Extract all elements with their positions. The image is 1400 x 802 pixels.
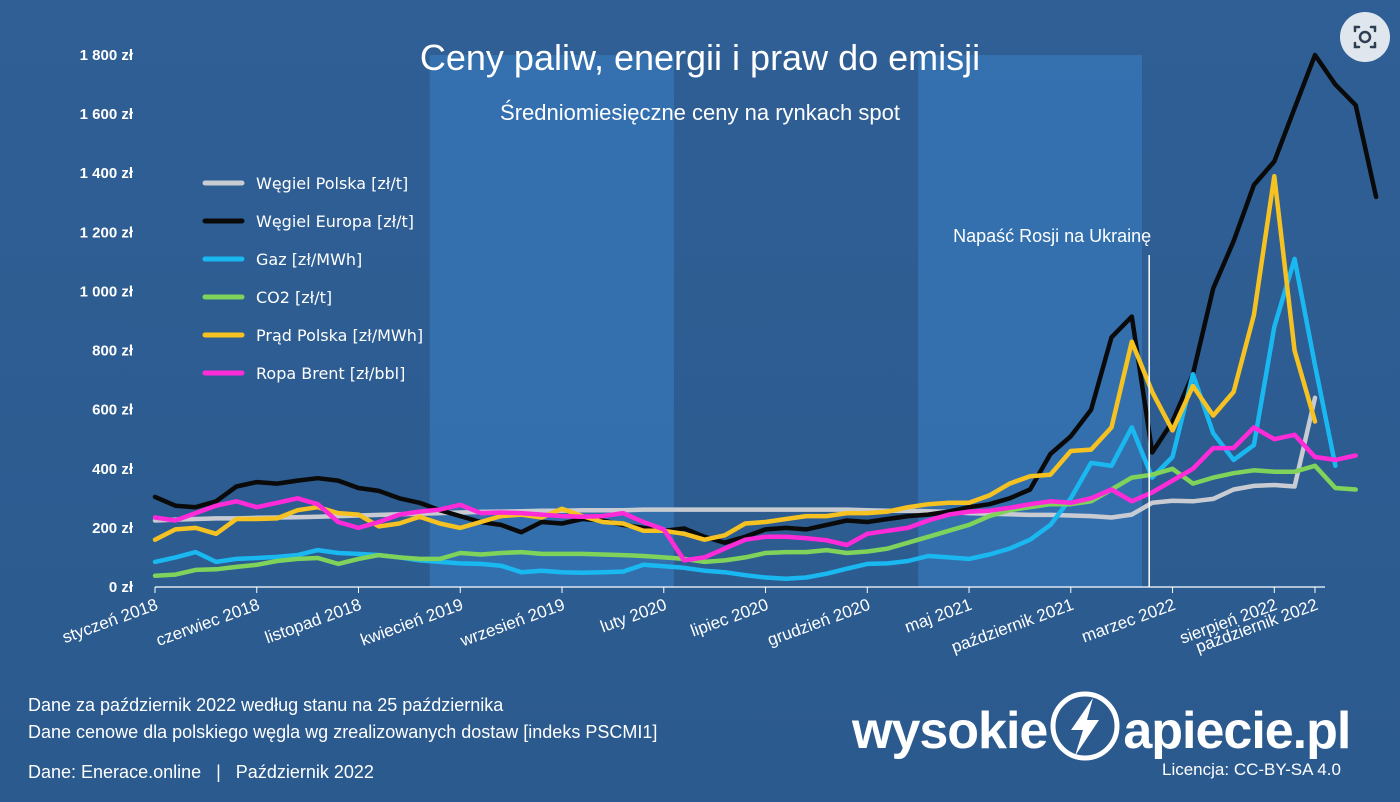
legend-label: Prąd Polska [zł/MWh] — [256, 326, 423, 345]
legend-label: CO2 [zł/t] — [256, 288, 332, 307]
legend-label: Węgiel Polska [zł/t] — [256, 174, 408, 193]
annotation-text: Napaść Rosji na Ukrainę — [953, 226, 1151, 246]
chart-subtitle: Średniomiesięczne ceny na rynkach spot — [500, 100, 900, 125]
y-tick-label: 400 zł — [92, 461, 134, 478]
x-tick-label: styczeń 2018 — [60, 595, 161, 647]
y-tick-label: 800 zł — [92, 343, 134, 360]
x-tick-label: kwiecień 2019 — [358, 595, 466, 650]
lightning-logo-icon — [1050, 691, 1120, 761]
series-line — [152, 425, 1358, 563]
y-tick-label: 1 400 zł — [80, 165, 134, 182]
x-tick-label: lipiec 2020 — [688, 595, 771, 641]
y-tick-label: 600 zł — [92, 402, 134, 419]
brand-right: apiecie.pl — [1123, 702, 1351, 760]
y-tick-label: 1 200 zł — [80, 224, 134, 241]
legend-label: Węgiel Europa [zł/t] — [256, 212, 414, 231]
x-tick-label: wrzesień 2019 — [457, 595, 567, 651]
shaded-band — [429, 55, 674, 587]
x-tick-label: czerwiec 2018 — [154, 595, 263, 650]
x-tick-label: listopad 2018 — [262, 595, 364, 647]
footer-note-2: Dane cenowe dla polskiego węgla wg zreal… — [28, 722, 658, 742]
x-tick-label: luty 2020 — [598, 595, 669, 636]
y-tick-label: 1 600 zł — [80, 106, 134, 123]
chart-title: Ceny paliw, energii i praw do emisji — [420, 37, 980, 78]
y-tick-label: 0 zł — [109, 579, 134, 596]
brand-left: wysokie — [852, 702, 1048, 760]
legend-label: Ropa Brent [zł/bbl] — [256, 364, 405, 383]
brand-logo: wysokie apiecie.pl — [852, 690, 1351, 762]
license-text: Licencja: CC-BY-SA 4.0 — [1162, 760, 1341, 779]
lens-search-icon[interactable] — [1340, 12, 1390, 62]
x-tick-label: maj 2021 — [902, 595, 974, 637]
y-tick-label: 200 zł — [92, 520, 134, 537]
legend: Węgiel Polska [zł/t] Węgiel Europa [zł/t]… — [202, 174, 423, 383]
x-tick-label: marzec 2022 — [1079, 595, 1178, 646]
shaded-band — [918, 55, 1143, 587]
x-tick-label: grudzień 2020 — [765, 595, 873, 650]
series-line — [152, 256, 1338, 581]
y-tick-label: 1 000 zł — [80, 283, 134, 300]
series-line — [152, 463, 1358, 579]
footer-note-1: Dane za październik 2022 według stanu na… — [28, 695, 504, 715]
y-tick-label: 1 800 zł — [80, 47, 134, 64]
footer-source: Dane: Enerace.online | Październik 2022 — [28, 762, 374, 782]
legend-label: Gaz [zł/MWh] — [256, 250, 362, 269]
series-line — [152, 52, 1379, 545]
series-line — [152, 173, 1318, 542]
